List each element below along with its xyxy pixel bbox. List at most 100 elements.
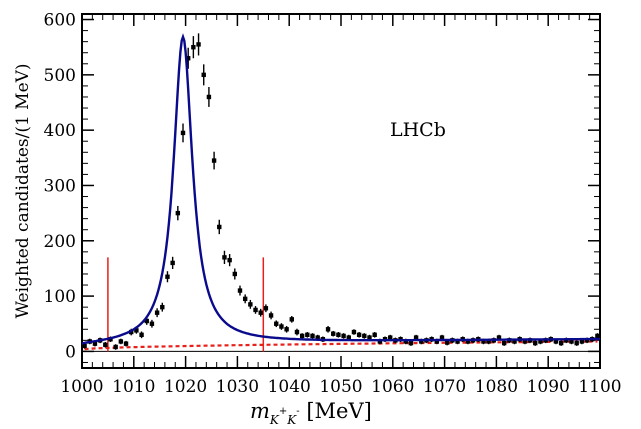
data-point [118,339,124,344]
data-point [180,130,186,136]
data-point [232,271,238,277]
data-point [388,335,393,340]
data-point [584,338,590,343]
data-point [134,328,139,333]
annotation-lhcb: LHCb [390,119,446,141]
data-point [289,317,294,322]
data-point [336,332,341,338]
x-tick-label: 1060 [371,377,414,397]
data-point [346,335,351,340]
x-tick-label: 1050 [319,377,362,397]
y-tick-label: 200 [44,232,76,252]
x-tick-label: 1070 [423,377,466,397]
data-point [237,288,243,293]
y-tick-label: 400 [44,121,76,141]
data-point [574,340,579,346]
data-point [553,339,559,344]
background-fit-line [84,340,598,351]
data-point [367,335,372,340]
x-tick-label: 1020 [164,377,207,397]
data-point [372,332,377,338]
axis-ticks: 1000 1010 1020 1030 1040 1050 1060 1070 1080 1090… [44,11,622,397]
x-axis-label-unit: [MeV] [300,399,372,423]
data-point [465,339,471,344]
x-axis-label-var: m [250,399,270,423]
data-point [248,302,253,307]
data-point [595,333,600,339]
data-point [522,339,528,344]
data-point [325,327,331,332]
data-point [263,306,269,311]
y-tick-label: 0 [65,342,76,362]
data-point [185,56,191,61]
data-point [211,158,217,163]
data-point [149,321,155,326]
data-point [486,339,491,344]
data-point [331,331,336,336]
data-point [217,224,222,230]
x-tick-label: 1030 [216,377,259,397]
x-axis-label: mK+K- [MeV] [250,399,372,427]
x-tick-label: 1010 [112,377,155,397]
data-point [175,210,181,216]
x-axis-label-sup1: + [279,406,287,417]
data-point [569,339,574,344]
data-point [455,339,460,344]
data-point [222,255,227,260]
data-point [160,304,165,310]
y-tick-label: 600 [44,11,76,31]
data-point [481,339,486,344]
y-axis-label: Weighted candidates/(1 MeV) [13,63,33,318]
data-point [533,340,538,346]
x-tick-label: 1080 [475,377,518,397]
data-point [408,340,414,346]
data-point [165,274,170,279]
data-point [299,333,305,339]
data-point [341,333,346,339]
data-point [170,260,175,266]
data-point [403,339,408,344]
data-point [242,296,248,302]
data-point [538,339,543,344]
data-point [154,310,160,315]
data-point [377,339,383,344]
x-tick-label: 1000 [60,377,103,397]
data-point [253,307,258,313]
data-point [419,339,424,344]
x-tick-label: 1100 [578,377,621,397]
data-point [501,340,507,346]
y-tick-label: 500 [44,66,76,86]
data-point [356,332,362,338]
data-point [284,327,289,332]
data-point [315,335,320,340]
data-point [434,339,440,344]
x-tick-label: 1040 [268,377,311,397]
data-point [191,44,196,50]
data-point [279,324,284,329]
data-point [103,342,108,347]
data-point [268,313,274,318]
x-axis-label-sup2: - [296,406,299,417]
data-point [139,332,144,338]
y-tick-label: 100 [44,287,76,307]
data-point [294,329,300,335]
data-point [123,341,129,346]
plot-frame [81,13,601,369]
data-point [82,343,87,349]
data-point [362,333,367,339]
total-fit-line [81,33,600,345]
data-point [579,339,585,344]
data-point [144,318,149,324]
y-tick-label: 300 [44,176,76,196]
data-point [258,310,263,315]
x-axis-label-sub: K [269,413,280,427]
data-point [274,321,279,326]
data-point [305,332,310,338]
data-point [558,340,564,346]
data-point [113,344,118,350]
data-point [196,42,201,47]
data-point [310,333,315,339]
data-point [206,94,212,100]
data-point [439,335,445,340]
